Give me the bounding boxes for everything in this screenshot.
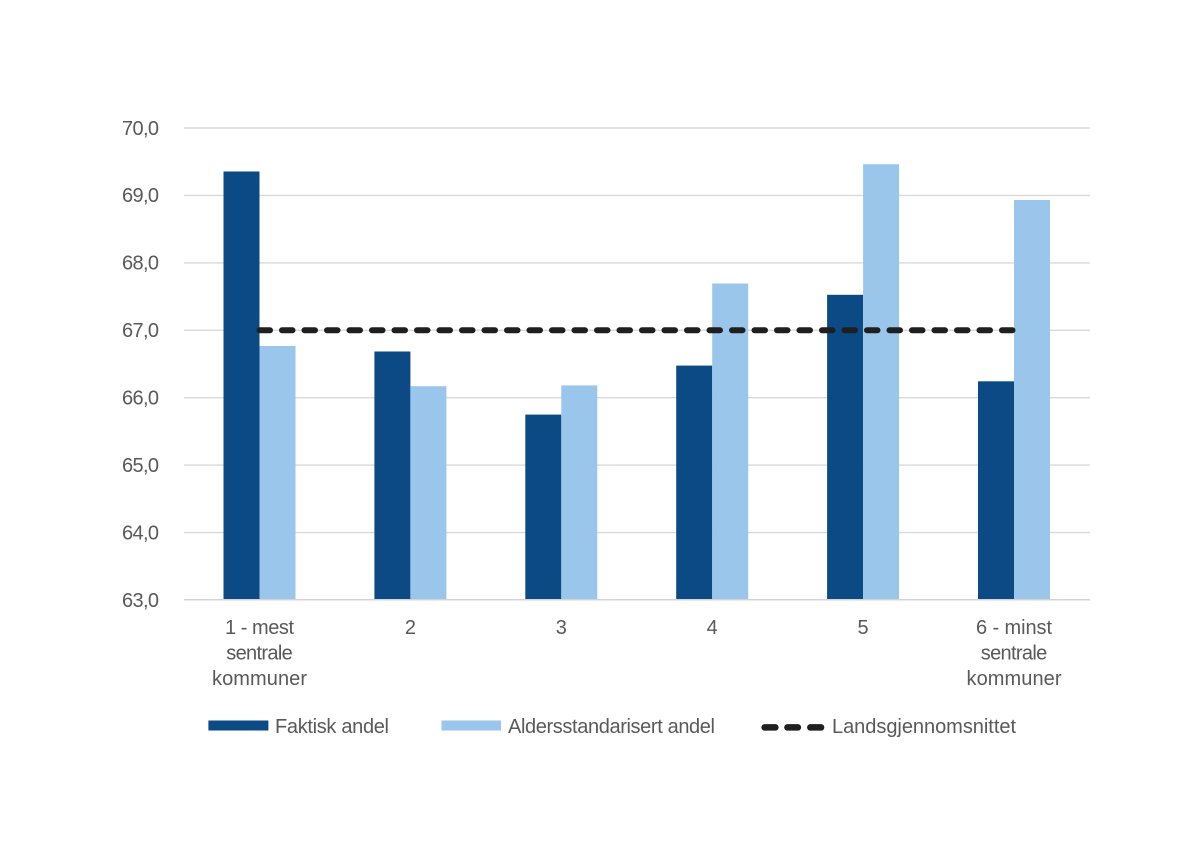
svg-text:66,0: 66,0 <box>122 388 159 410</box>
svg-text:67,0: 67,0 <box>122 320 159 342</box>
svg-text:3: 3 <box>556 617 567 639</box>
svg-text:1 - mest: 1 - mest <box>225 617 294 639</box>
svg-text:64,0: 64,0 <box>122 522 159 544</box>
svg-text:69,0: 69,0 <box>122 185 159 207</box>
svg-text:Faktisk andel: Faktisk andel <box>275 716 389 738</box>
svg-text:Landsgjennomsnittet: Landsgjennomsnittet <box>832 716 1016 738</box>
svg-text:6 - minst: 6 - minst <box>976 617 1052 639</box>
svg-text:65,0: 65,0 <box>122 455 159 477</box>
svg-text:sentrale: sentrale <box>981 643 1048 665</box>
svg-text:Aldersstandarisert andel: Aldersstandarisert andel <box>508 716 715 738</box>
svg-text:63,0: 63,0 <box>122 590 159 612</box>
svg-text:2: 2 <box>405 617 416 639</box>
svg-text:5: 5 <box>858 617 869 639</box>
svg-text:68,0: 68,0 <box>122 253 159 275</box>
svg-text:70,0: 70,0 <box>122 118 159 140</box>
svg-text:kommuner: kommuner <box>967 668 1062 690</box>
svg-text:sentrale: sentrale <box>226 643 293 665</box>
svg-text:4: 4 <box>707 617 718 639</box>
svg-text:kommuner: kommuner <box>212 668 307 690</box>
